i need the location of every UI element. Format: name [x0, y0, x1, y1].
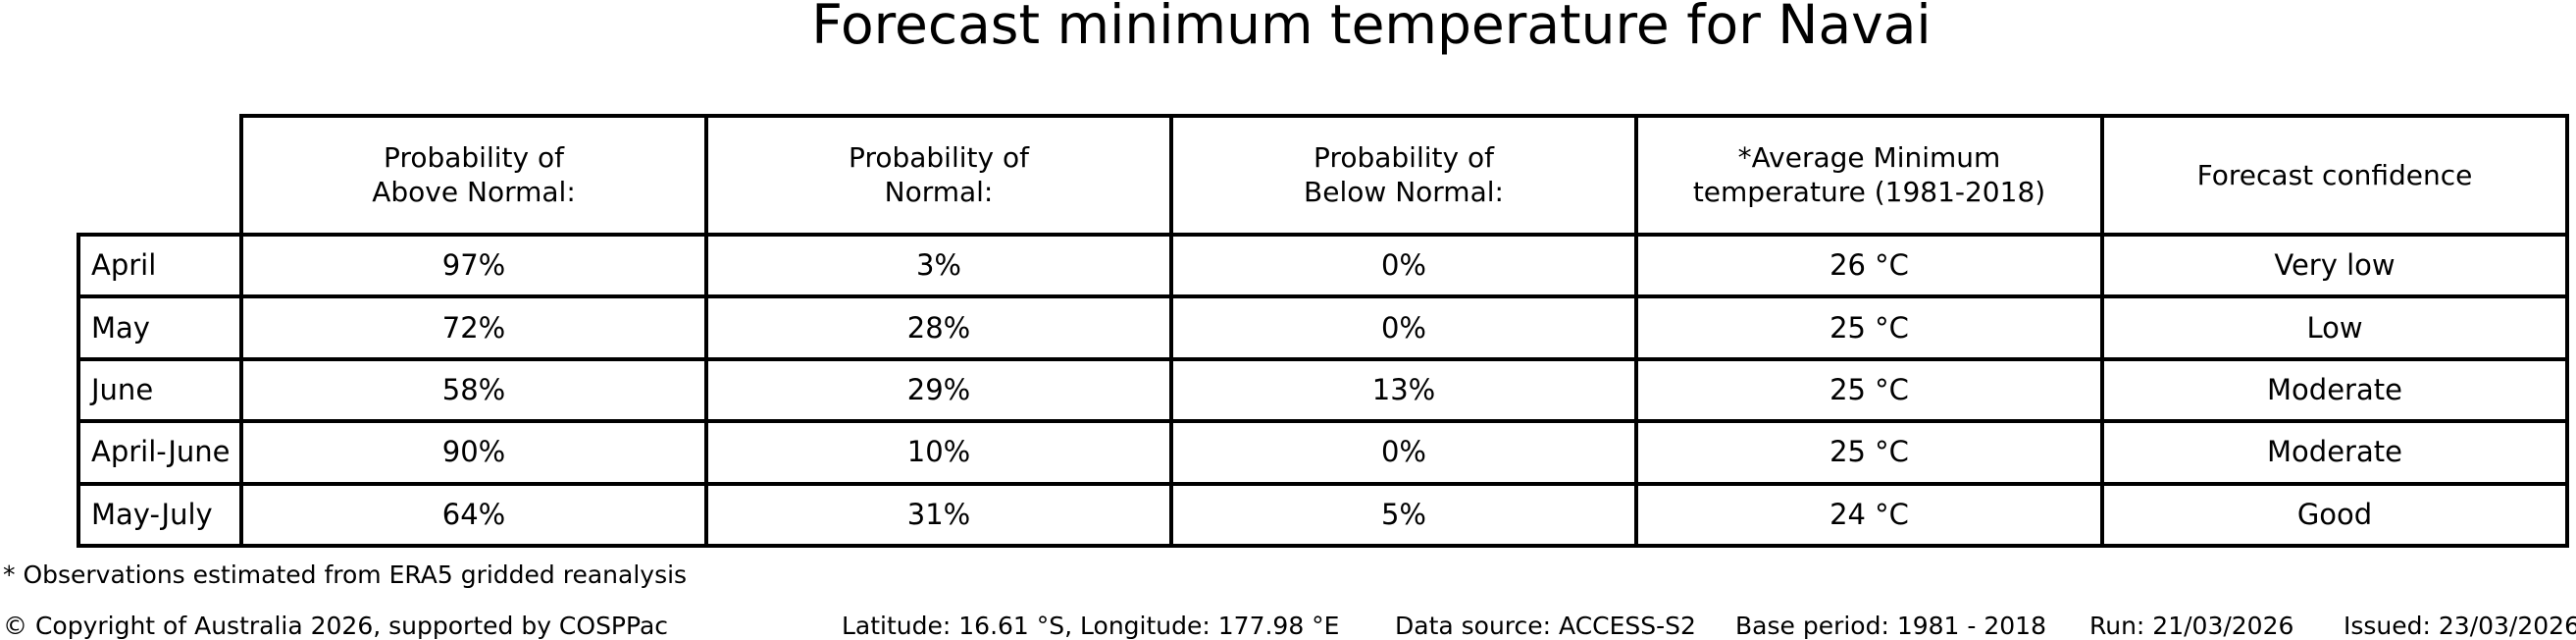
table-row-april-june: April-June 90% 10% 0% 25 °C Moderate — [77, 419, 2569, 486]
run-date-text: Run: 21/03/2026 — [2089, 612, 2294, 640]
cell-below-normal: 0% — [1169, 419, 1638, 486]
cell-normal: 28% — [704, 294, 1173, 361]
cell-below-normal: 0% — [1169, 232, 1638, 299]
cell-normal: 29% — [704, 356, 1173, 424]
cell-average-min-temp: 24 °C — [1634, 481, 2104, 548]
data-source-text: Data source: ACCESS-S2 — [1395, 612, 1696, 640]
cell-above-normal: 58% — [239, 356, 708, 424]
row-label: May-July — [77, 481, 243, 548]
cell-forecast-confidence: Good — [2100, 481, 2569, 548]
cell-normal: 31% — [704, 481, 1173, 548]
cell-average-min-temp: 26 °C — [1634, 232, 2104, 299]
row-label: May — [77, 294, 243, 361]
copyright-text: © Copyright of Australia 2026, supported… — [3, 612, 669, 640]
row-label: June — [77, 356, 243, 424]
cell-below-normal: 5% — [1169, 481, 1638, 548]
row-label: April — [77, 232, 243, 299]
cell-below-normal: 0% — [1169, 294, 1638, 361]
cell-forecast-confidence: Low — [2100, 294, 2569, 361]
col-header-average-min-temp: *Average Minimum temperature (1981-2018) — [1634, 114, 2104, 237]
cell-normal: 10% — [704, 419, 1173, 486]
cell-normal: 3% — [704, 232, 1173, 299]
coordinates-text: Latitude: 16.61 °S, Longitude: 177.98 °E — [842, 612, 1340, 640]
footer-bar: © Copyright of Australia 2026, supported… — [0, 612, 2576, 640]
cell-above-normal: 72% — [239, 294, 708, 361]
col-header-forecast-confidence: Forecast confidence — [2100, 114, 2569, 237]
table-row-june: June 58% 29% 13% 25 °C Moderate — [77, 356, 2569, 424]
cell-average-min-temp: 25 °C — [1634, 419, 2104, 486]
cell-forecast-confidence: Moderate — [2100, 356, 2569, 424]
cell-forecast-confidence: Moderate — [2100, 419, 2569, 486]
cell-forecast-confidence: Very low — [2100, 232, 2569, 299]
forecast-table: Probability of Above Normal: Probability… — [77, 114, 2569, 548]
cell-average-min-temp: 25 °C — [1634, 356, 2104, 424]
cell-below-normal: 13% — [1169, 356, 1638, 424]
table-row-april: April 97% 3% 0% 26 °C Very low — [77, 232, 2569, 299]
cell-above-normal: 90% — [239, 419, 708, 486]
cell-above-normal: 97% — [239, 232, 708, 299]
observations-footnote: * Observations estimated from ERA5 gridd… — [3, 560, 688, 589]
header-row: Probability of Above Normal: Probability… — [78, 114, 2569, 237]
table-row-may-july: May-July 64% 31% 5% 24 °C Good — [77, 481, 2569, 548]
col-header-normal: Probability of Normal: — [704, 114, 1173, 237]
page-title: Forecast minimum temperature for Navai — [811, 0, 1932, 56]
cell-average-min-temp: 25 °C — [1634, 294, 2104, 361]
issued-date-text: Issued: 23/03/2026 — [2344, 612, 2576, 640]
table-row-may: May 72% 28% 0% 25 °C Low — [77, 294, 2569, 361]
cell-above-normal: 64% — [239, 481, 708, 548]
col-header-above-normal: Probability of Above Normal: — [239, 114, 708, 237]
col-header-below-normal: Probability of Below Normal: — [1169, 114, 1638, 237]
table-corner-cell — [78, 116, 241, 235]
base-period-text: Base period: 1981 - 2018 — [1735, 612, 2046, 640]
row-label: April-June — [77, 419, 243, 486]
